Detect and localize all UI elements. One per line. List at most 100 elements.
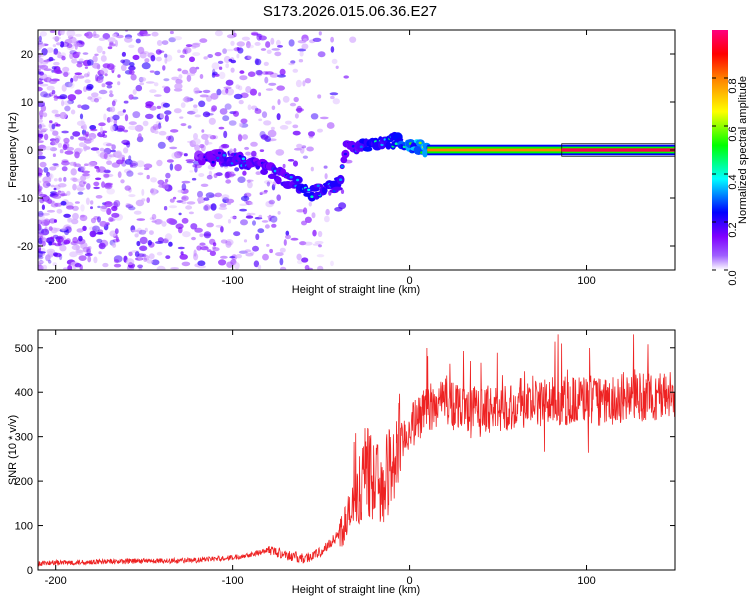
noise-speckle bbox=[106, 84, 113, 89]
noise-speckle bbox=[132, 54, 140, 61]
noise-speckle bbox=[52, 44, 57, 48]
noise-speckle bbox=[63, 239, 71, 245]
noise-speckle bbox=[203, 197, 210, 201]
noise-speckle bbox=[113, 255, 123, 263]
noise-speckle bbox=[156, 159, 163, 167]
noise-speckle bbox=[296, 209, 305, 213]
noise-speckle bbox=[102, 262, 109, 268]
noise-speckle bbox=[266, 243, 270, 247]
noise-speckle bbox=[255, 233, 260, 240]
noise-speckle bbox=[110, 125, 115, 132]
noise-speckle bbox=[41, 204, 46, 210]
noise-speckle bbox=[299, 146, 305, 154]
noise-speckle bbox=[198, 100, 206, 108]
noise-speckle bbox=[61, 55, 66, 61]
noise-speckle bbox=[67, 265, 73, 270]
noise-speckle bbox=[194, 227, 203, 233]
noise-speckle bbox=[193, 104, 198, 108]
noise-speckle bbox=[51, 66, 57, 70]
noise-speckle bbox=[40, 123, 45, 127]
noise-speckle bbox=[263, 61, 269, 66]
noise-speckle bbox=[257, 228, 265, 234]
noise-speckle bbox=[180, 102, 186, 108]
y-tick-label: 0 bbox=[27, 565, 33, 577]
noise-speckle bbox=[104, 182, 113, 190]
noise-speckle bbox=[239, 75, 248, 81]
noise-speckle bbox=[136, 160, 145, 168]
tone-blob bbox=[362, 146, 373, 152]
noise-speckle bbox=[154, 130, 159, 135]
noise-speckle bbox=[219, 203, 227, 208]
y-tick-label: 0 bbox=[27, 145, 33, 157]
noise-speckle bbox=[86, 183, 91, 190]
noise-speckle bbox=[254, 108, 262, 114]
noise-speckle bbox=[88, 132, 97, 140]
noise-speckle bbox=[48, 79, 57, 84]
noise-speckle bbox=[237, 134, 243, 142]
noise-speckle bbox=[177, 189, 184, 193]
noise-speckle bbox=[40, 61, 49, 65]
noise-speckle bbox=[166, 218, 176, 224]
noise-speckle bbox=[143, 257, 148, 262]
noise-speckle bbox=[71, 58, 78, 64]
noise-speckle bbox=[90, 147, 100, 151]
noise-speckle bbox=[233, 47, 242, 52]
noise-speckle bbox=[124, 114, 129, 122]
noise-speckle bbox=[117, 110, 125, 116]
noise-speckle bbox=[282, 95, 290, 103]
noise-speckle bbox=[122, 109, 126, 113]
noise-speckle bbox=[330, 46, 335, 53]
noise-speckle bbox=[162, 102, 170, 108]
noise-speckle bbox=[54, 202, 63, 207]
noise-speckle bbox=[175, 223, 184, 230]
colorbar-gradient bbox=[712, 30, 728, 270]
noise-speckle bbox=[275, 252, 284, 257]
noise-speckle bbox=[168, 205, 178, 209]
noise-speckle bbox=[225, 63, 230, 69]
noise-speckle bbox=[330, 260, 334, 267]
noise-speckle bbox=[78, 136, 87, 141]
noise-speckle bbox=[59, 253, 63, 261]
tone-peak bbox=[340, 165, 344, 168]
noise-speckle bbox=[66, 205, 74, 210]
noise-speckle bbox=[159, 113, 165, 119]
noise-speckle bbox=[187, 125, 192, 129]
noise-speckle bbox=[218, 126, 225, 130]
noise-speckle bbox=[233, 32, 237, 38]
noise-speckle bbox=[74, 163, 81, 168]
noise-speckle bbox=[137, 172, 144, 176]
noise-speckle bbox=[123, 147, 129, 154]
noise-speckle bbox=[38, 65, 46, 68]
noise-speckle bbox=[199, 38, 208, 43]
noise-speckle bbox=[208, 170, 213, 177]
noise-speckle bbox=[192, 52, 201, 57]
noise-speckle bbox=[129, 62, 135, 67]
noise-speckle bbox=[56, 208, 63, 214]
noise-speckle bbox=[256, 33, 262, 41]
noise-speckle bbox=[181, 200, 187, 205]
noise-speckle bbox=[221, 89, 229, 96]
noise-speckle bbox=[67, 217, 72, 223]
noise-speckle bbox=[169, 30, 174, 35]
noise-speckle bbox=[174, 164, 182, 172]
noise-speckle bbox=[155, 56, 162, 62]
noise-speckle bbox=[177, 49, 181, 54]
noise-speckle bbox=[76, 249, 84, 256]
noise-speckle bbox=[79, 113, 84, 120]
noise-speckle bbox=[317, 51, 326, 58]
noise-speckle bbox=[157, 141, 166, 149]
noise-speckle bbox=[302, 155, 308, 159]
noise-speckle bbox=[89, 230, 97, 238]
noise-speckle bbox=[38, 118, 43, 124]
noise-speckle bbox=[107, 37, 116, 43]
noise-speckle bbox=[142, 120, 149, 127]
noise-speckle bbox=[252, 220, 256, 226]
noise-speckle bbox=[182, 49, 187, 55]
noise-speckle bbox=[120, 64, 127, 72]
y-tick-label: 20 bbox=[21, 49, 33, 61]
noise-speckle bbox=[70, 135, 74, 140]
noise-speckle bbox=[317, 265, 324, 270]
noise-speckle bbox=[67, 94, 77, 101]
noise-speckle bbox=[301, 145, 307, 149]
noise-speckle bbox=[146, 259, 154, 264]
